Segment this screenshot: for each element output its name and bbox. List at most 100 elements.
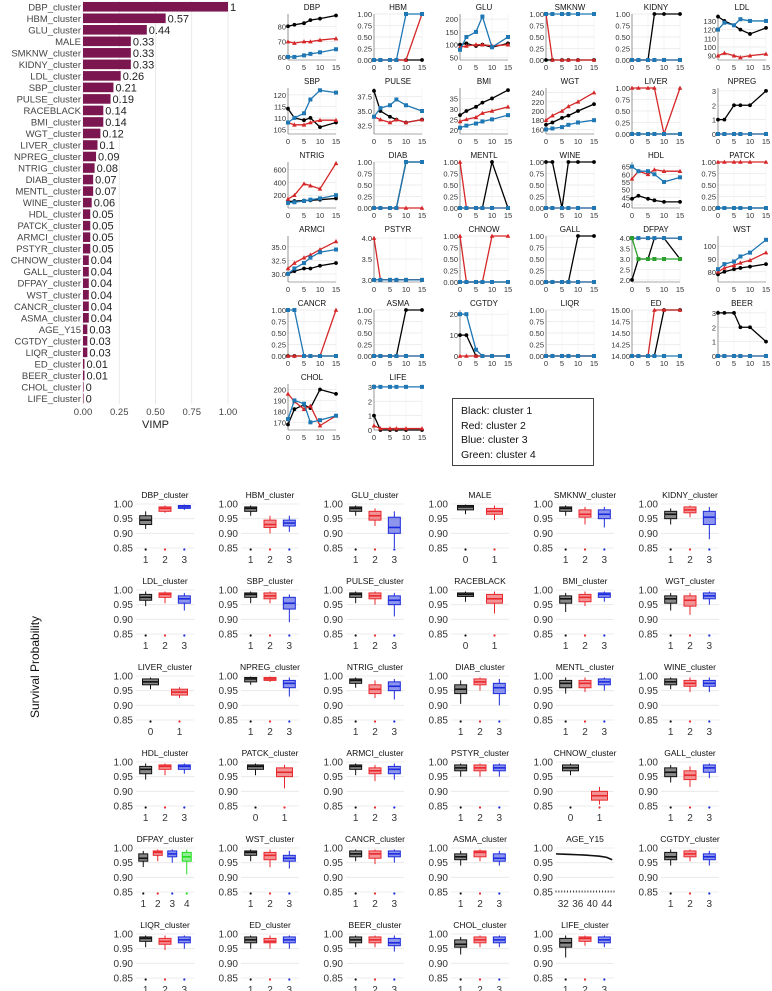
series-marker-cluster3 bbox=[652, 172, 657, 177]
vimp-category-label: AGE_Y15 bbox=[39, 325, 81, 336]
box-panel-x-tick: 1 bbox=[563, 641, 569, 652]
series-marker-cluster2 bbox=[636, 85, 641, 90]
series-marker-cluster3 bbox=[464, 312, 469, 317]
series-marker-cluster3 bbox=[458, 47, 462, 52]
line-panel-x-tick: 0 bbox=[544, 285, 548, 294]
line-panel-y-tick: 100 bbox=[703, 43, 716, 52]
series-marker-cluster2 bbox=[292, 40, 297, 45]
box-outlier-dot bbox=[564, 548, 567, 551]
box-panel-dbp-cluster: DBP_cluster 1.00 0.95 0.90 0.85 1 2 3 bbox=[114, 490, 194, 566]
line-panel-x-tick: 15 bbox=[332, 433, 340, 442]
line-panel-y-tick: 0 bbox=[712, 352, 716, 361]
series-marker-cluster3 bbox=[318, 418, 322, 423]
line-panel-x-tick: 0 bbox=[716, 211, 720, 220]
box-outlier-dot bbox=[493, 634, 496, 637]
line-panel-title: LIQR bbox=[561, 299, 580, 308]
box-panel-title: DBP_cluster bbox=[141, 490, 188, 500]
box-panel-y-tick: 0.95 bbox=[429, 772, 449, 783]
series-marker-cluster3 bbox=[292, 266, 297, 271]
box-outlier-dot bbox=[688, 806, 692, 809]
series-marker-cluster3 bbox=[302, 198, 306, 203]
line-panel-x-tick: 5 bbox=[388, 137, 392, 146]
line-panel-y-tick: 0.00 bbox=[529, 352, 544, 361]
box-outlier-dot bbox=[669, 634, 672, 637]
line-panel-x-tick: 15 bbox=[418, 359, 426, 368]
series-marker-cluster3 bbox=[464, 35, 469, 39]
series-marker-cluster1 bbox=[318, 387, 322, 392]
series-marker-cluster3 bbox=[560, 206, 564, 210]
line-panel-y-tick: 0.75 bbox=[701, 170, 716, 179]
series-marker-cluster2 bbox=[403, 120, 409, 125]
line-panel-x-tick: 15 bbox=[676, 285, 684, 294]
line-panel-y-tick: 0.50 bbox=[529, 181, 544, 190]
box-panel-x-tick: 0 bbox=[568, 813, 574, 824]
box-panel-gall-cluster: GALL_cluster 1.00 0.95 0.90 0.85 1 2 3 bbox=[639, 748, 719, 824]
series-marker-cluster3 bbox=[480, 280, 485, 284]
series-marker-cluster2 bbox=[747, 53, 753, 58]
line-panel-x-tick: 0 bbox=[630, 137, 634, 146]
series-marker-cluster3 bbox=[308, 354, 313, 358]
line-panel-x-tick: 5 bbox=[474, 137, 478, 146]
vimp-bar bbox=[83, 301, 89, 312]
line-panel-y-tick: 2 bbox=[368, 397, 372, 406]
series-marker-cluster3 bbox=[560, 125, 564, 130]
line-panel-y-tick: 0.50 bbox=[529, 329, 544, 338]
box-panel-y-tick: 0.90 bbox=[429, 787, 449, 798]
box-panel-y-tick: 0.90 bbox=[324, 615, 344, 626]
box-panel-x-tick: 1 bbox=[492, 555, 498, 566]
box-panel-x-tick: 3 bbox=[602, 727, 608, 738]
box-outlier-dot bbox=[171, 892, 174, 895]
box-outlier-dot bbox=[498, 892, 501, 895]
box-panel-y-tick: 0.85 bbox=[114, 802, 134, 813]
series-marker-cluster3 bbox=[318, 250, 322, 255]
series-marker-cluster3 bbox=[662, 236, 666, 241]
line-panel-y-tick: 35.0 bbox=[271, 243, 286, 252]
box-panel-x-tick: 1 bbox=[668, 727, 674, 738]
line-panel-y-tick: 1.00 bbox=[357, 10, 372, 19]
series-marker-cluster1 bbox=[490, 160, 494, 164]
line-panel-x-tick: 0 bbox=[630, 211, 634, 220]
line-panel-diab: 0.00 0.25 0.50 0.75 1.00 0 5 10 15 DIAB bbox=[357, 151, 426, 220]
box-panel-y-tick: 0.90 bbox=[429, 873, 449, 884]
series-marker-cluster3 bbox=[404, 103, 408, 108]
series-marker-cluster3 bbox=[636, 132, 641, 136]
box-panel-y-tick: 0.95 bbox=[534, 858, 554, 869]
vimp-bar bbox=[83, 94, 111, 104]
series-marker-cluster3 bbox=[722, 262, 727, 267]
vimp-category-label: BMI_cluster bbox=[31, 117, 81, 128]
series-marker-cluster1 bbox=[292, 407, 297, 412]
box-panel-x-tick: 3 bbox=[602, 985, 608, 991]
box-panel-y-tick: 0.85 bbox=[429, 802, 449, 813]
vimp-category-label: NPREG_cluster bbox=[14, 152, 81, 163]
box-outlier-dot bbox=[185, 892, 188, 895]
line-panel-title: BMI bbox=[477, 77, 491, 86]
line-panel-x-tick: 0 bbox=[630, 285, 634, 294]
box-panel-title: LIVER_cluster bbox=[138, 662, 192, 672]
line-panel-npreg: 0 1 2 3 0 5 10 15 NPREG bbox=[712, 77, 770, 146]
series-marker-cluster3 bbox=[662, 179, 666, 184]
box-panel-wgt-cluster: WGT_cluster 1.00 0.95 0.90 0.85 1 2 3 bbox=[639, 576, 719, 652]
line-panel-title: ASMA bbox=[387, 299, 410, 308]
series-marker-cluster3 bbox=[636, 58, 641, 62]
box-panel-y-tick: 0.85 bbox=[534, 888, 554, 899]
box-iqr bbox=[387, 516, 401, 534]
series-marker-cluster1 bbox=[764, 339, 768, 344]
box-panel-y-tick: 0.95 bbox=[429, 944, 449, 955]
series-marker-cluster1 bbox=[550, 120, 555, 125]
box-panel-x-tick: 1 bbox=[140, 899, 146, 910]
series-line-cluster3 bbox=[459, 14, 509, 51]
line-panel-y-tick: 0.75 bbox=[529, 244, 544, 253]
box-panel-x-tick: 2 bbox=[582, 727, 588, 738]
box-panel-asma-cluster: ASMA_cluster 1.00 0.95 0.90 0.85 1 2 3 bbox=[429, 834, 509, 910]
series-marker-cluster3 bbox=[318, 88, 322, 93]
box-panel-title: NTRIG_cluster bbox=[347, 662, 403, 672]
series-marker-cluster1 bbox=[286, 422, 290, 427]
series-marker-cluster3 bbox=[308, 51, 313, 56]
series-marker-cluster1 bbox=[404, 308, 408, 312]
series-marker-cluster3 bbox=[286, 417, 290, 422]
line-panel-y-tick: 37.5 bbox=[357, 93, 372, 102]
box-panel-title: NPREG_cluster bbox=[240, 662, 300, 672]
box-panel-y-tick: 0.85 bbox=[219, 716, 239, 727]
